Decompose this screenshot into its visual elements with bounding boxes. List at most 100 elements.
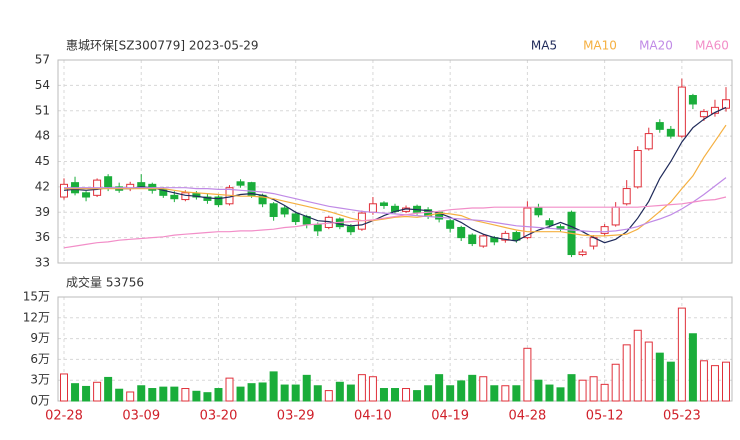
y-tick-label: 33 [35, 256, 50, 270]
volume-bar [490, 385, 499, 402]
candle-body [512, 232, 521, 241]
volume-bar [413, 390, 422, 402]
volume-bar [346, 384, 355, 402]
volume-bar [214, 388, 223, 402]
legend-label: MA20 [639, 39, 673, 53]
candle-body [291, 213, 300, 223]
volume-bar [247, 383, 256, 402]
volume-bar [335, 381, 344, 402]
x-tick-label: 03-20 [200, 409, 238, 424]
volume-bar [126, 391, 135, 402]
volume-bar [159, 386, 168, 402]
candle-body [346, 226, 355, 233]
volume-bar [137, 385, 146, 402]
y-tick-label: 36 [35, 230, 50, 244]
x-tick-label: 05-12 [586, 409, 624, 424]
volume-bar [556, 387, 565, 402]
volume-bar [181, 388, 190, 402]
y-tick-label: 54 [35, 78, 50, 92]
volume-bar [644, 341, 653, 402]
candle-body [280, 207, 289, 215]
candle-body [655, 122, 664, 130]
volume-bar [722, 361, 730, 402]
candle-body [104, 176, 113, 188]
candle-body [468, 234, 477, 245]
candle-body [534, 207, 543, 216]
volume-bar [170, 386, 179, 402]
legend-label: MA60 [695, 39, 729, 53]
candle-body [82, 192, 91, 198]
candle-body [677, 86, 686, 137]
volume-bar [402, 388, 411, 402]
candle-body [600, 226, 609, 234]
ma-line [63, 106, 727, 244]
volume-bar [633, 329, 642, 402]
candle-body [60, 183, 68, 198]
volume-bar [545, 384, 554, 402]
candle-body [688, 95, 697, 105]
volume-bar [379, 388, 388, 402]
candle-body [523, 207, 532, 239]
volume-bar [368, 376, 377, 402]
candle-body [159, 188, 168, 196]
y-tick-label: 6万 [30, 352, 50, 366]
chart-title: 惠城环保[SZ300779] 2023-05-29 [66, 39, 259, 53]
y-tick-label: 15万 [23, 290, 50, 304]
candle-body [181, 192, 190, 201]
candle-body [457, 226, 466, 239]
candle-body [214, 196, 223, 206]
volume-bar [60, 373, 68, 402]
volume-bar [93, 381, 102, 402]
y-tick-label: 3万 [30, 373, 50, 387]
x-tick-label: 04-19 [431, 409, 469, 424]
volume-bar [457, 380, 466, 402]
volume-bar [291, 384, 300, 402]
volume-bar [611, 363, 620, 402]
volume-bar [655, 352, 664, 402]
volume-bar [104, 376, 113, 402]
candle-body [722, 99, 730, 109]
volume-bar [71, 383, 80, 402]
volume-bar [424, 385, 433, 402]
x-tick-label: 02-28 [45, 409, 83, 424]
candle-body [379, 202, 388, 206]
candle-body [578, 251, 587, 256]
candle-body [435, 211, 444, 220]
volume-bar [115, 388, 124, 402]
legend-label: MA5 [531, 39, 557, 53]
volume-bar [313, 385, 322, 402]
y-tick-label: 48 [35, 129, 50, 143]
candle-body [236, 181, 245, 186]
y-tick-label: 12万 [23, 310, 50, 324]
candle-body [247, 182, 256, 196]
plot-frame [57, 59, 733, 264]
candle-body [545, 220, 554, 226]
volume-bar [258, 382, 267, 402]
volume-bar [468, 374, 477, 402]
volume-bar [302, 374, 311, 402]
candle-body [501, 232, 510, 241]
volume-bar [479, 376, 488, 402]
volume-bar [148, 388, 157, 402]
y-tick-label: 39 [35, 205, 50, 219]
plot-frame [57, 296, 733, 402]
candle-body [313, 224, 322, 232]
ma-line [64, 177, 727, 233]
volume-bar [512, 385, 521, 402]
volume-bar [534, 379, 543, 402]
volume-bar [589, 376, 598, 402]
y-tick-label: 45 [35, 154, 50, 168]
volume-bar [324, 390, 333, 402]
volume-bar [710, 365, 719, 402]
volume-bar [523, 347, 532, 402]
candle-body [368, 203, 377, 213]
x-tick-label: 04-28 [509, 409, 547, 424]
volume-bar [203, 392, 212, 402]
volume-bar [391, 388, 399, 402]
y-tick-label: 42 [35, 179, 50, 193]
x-tick-label: 05-23 [663, 409, 701, 424]
ma-line [64, 124, 727, 237]
x-tick-label: 03-29 [277, 409, 315, 424]
volume-bar [82, 385, 91, 402]
